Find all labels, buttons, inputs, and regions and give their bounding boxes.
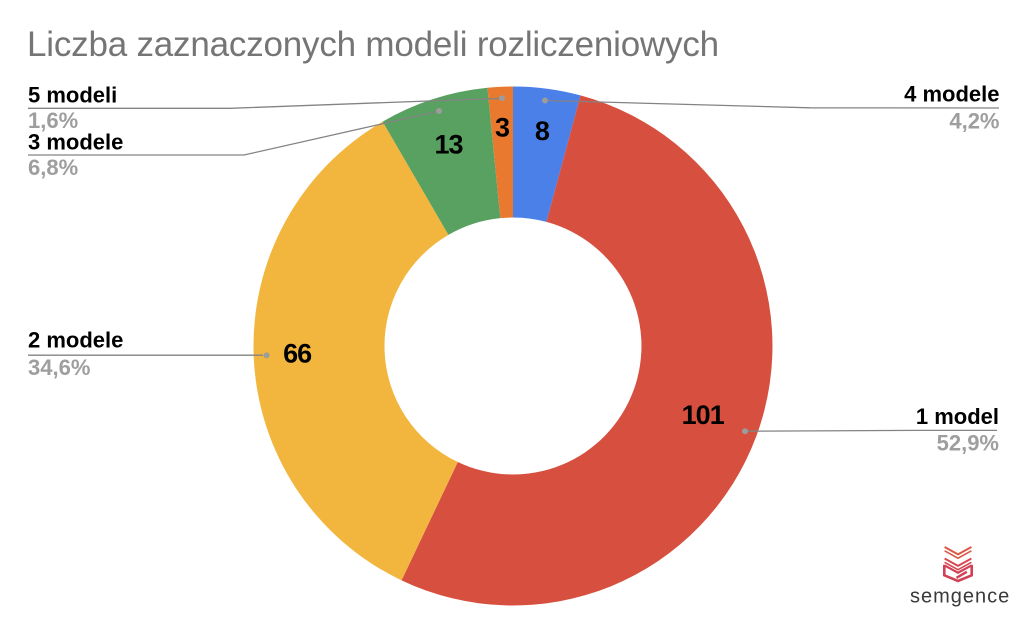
svg-text:3: 3 <box>495 112 510 142</box>
svg-text:4,2%: 4,2% <box>949 108 999 133</box>
svg-text:34,6%: 34,6% <box>28 355 90 380</box>
svg-text:5 modeli: 5 modeli <box>28 83 117 108</box>
svg-text:1 model: 1 model <box>916 404 999 429</box>
svg-text:52,9%: 52,9% <box>937 430 999 455</box>
svg-text:Liczba zaznaczonych modeli roz: Liczba zaznaczonych modeli rozliczeniowy… <box>27 25 719 64</box>
svg-text:6,8%: 6,8% <box>28 155 78 180</box>
svg-text:66: 66 <box>283 339 312 369</box>
svg-text:8: 8 <box>535 116 550 146</box>
svg-text:4 modele: 4 modele <box>904 82 999 107</box>
svg-text:13: 13 <box>434 130 463 160</box>
svg-text:1,6%: 1,6% <box>28 108 78 133</box>
svg-text:3 modele: 3 modele <box>28 130 123 155</box>
svg-text:101: 101 <box>682 400 725 430</box>
svg-text:semgence: semgence <box>910 585 1010 607</box>
svg-text:2 modele: 2 modele <box>28 328 123 353</box>
